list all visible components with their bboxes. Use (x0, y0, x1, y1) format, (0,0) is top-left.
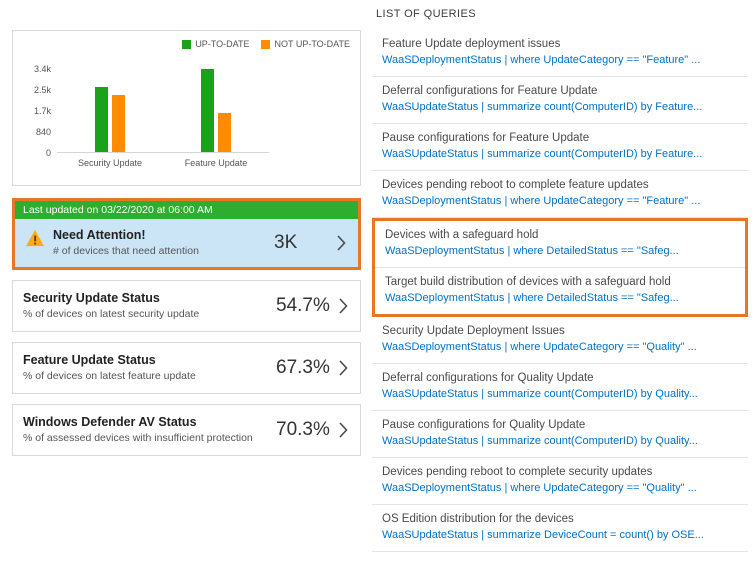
query-link[interactable]: WaaSUpdateStatus | summarize DeviceCount… (382, 529, 704, 541)
bar-category-label: Security Update (77, 158, 143, 168)
query-link[interactable]: WaaSUpdateStatus | summarize count(Compu… (382, 148, 703, 160)
chart-legend: UP-TO-DATE NOT UP-TO-DATE (182, 39, 350, 49)
defender-title: Windows Defender AV Status (23, 415, 197, 429)
query-title: Devices with a safeguard hold (385, 229, 539, 241)
legend-item: NOT UP-TO-DATE (261, 39, 350, 49)
security-update-value: 54.7% (276, 295, 330, 316)
query-link[interactable]: WaaSUpdateStatus | summarize count(Compu… (382, 101, 703, 113)
need-attention-title: Need Attention! (53, 228, 146, 242)
query-list-item[interactable]: Feature Update deployment issues WaaSDepl… (372, 30, 748, 77)
query-link[interactable]: WaaSDeploymentStatus | where DetailedSta… (385, 292, 679, 304)
legend-label: NOT UP-TO-DATE (274, 39, 350, 49)
need-attention-subtitle: # of devices that need attention (53, 245, 199, 257)
security-update-status-tile[interactable]: Security Update Status % of devices on l… (12, 280, 361, 332)
feature-update-title: Feature Update Status (23, 353, 156, 367)
query-link[interactable]: WaaSDeploymentStatus | where DetailedSta… (385, 245, 679, 257)
chart-plot: Security Update Feature Update (57, 65, 269, 168)
query-list-item[interactable]: OS Edition distribution for the devices W… (372, 505, 748, 552)
overview-panel: UP-TO-DATE NOT UP-TO-DATE 3.4k 2.5k 1.7k 840… (12, 30, 361, 456)
bar (112, 95, 125, 152)
bar-group: Feature Update (185, 65, 247, 168)
query-title: Security Update Deployment Issues (382, 325, 565, 337)
tile-text: Windows Defender AV Status % of assessed… (23, 415, 276, 445)
legend-swatch (261, 39, 271, 49)
query-title: OS Edition distribution for the devices (382, 513, 574, 525)
chevron-right-icon (336, 235, 346, 251)
update-status-chart-card: UP-TO-DATE NOT UP-TO-DATE 3.4k 2.5k 1.7k 840… (12, 30, 361, 186)
query-list-item[interactable]: Devices pending reboot to complete featu… (372, 171, 748, 218)
query-highlight-box: Devices with a safeguard hold WaaSDeploym… (372, 218, 748, 317)
query-link[interactable]: WaaSUpdateStatus | summarize count(Compu… (382, 388, 698, 400)
query-link[interactable]: WaaSDeploymentStatus | where UpdateCateg… (382, 341, 697, 353)
tile-text: Need Attention! # of devices that need a… (53, 228, 274, 258)
feature-update-subtitle: % of devices on latest feature update (23, 370, 196, 382)
query-list-item[interactable]: Deferral configurations for Quality Upda… (372, 364, 748, 411)
queries-panel-title: LIST OF QUERIES (376, 8, 476, 20)
query-link[interactable]: WaaSDeploymentStatus | where UpdateCateg… (382, 54, 701, 66)
chart-y-axis: 3.4k 2.5k 1.7k 840 0 (29, 63, 57, 158)
query-title: Deferral configurations for Feature Upda… (382, 85, 598, 97)
chart-body: 3.4k 2.5k 1.7k 840 0 Security Update Feature … (29, 63, 269, 168)
query-title: Feature Update deployment issues (382, 38, 561, 50)
y-tick-label: 840 (35, 126, 51, 137)
security-update-title: Security Update Status (23, 291, 160, 305)
query-link[interactable]: WaaSDeploymentStatus | where UpdateCateg… (382, 195, 701, 207)
feature-update-status-tile[interactable]: Feature Update Status % of devices on la… (12, 342, 361, 394)
last-updated-banner: Last updated on 03/22/2020 at 06:00 AM (15, 201, 358, 219)
chevron-right-icon (338, 422, 348, 438)
query-list-item[interactable]: Pause configurations for Feature Update W… (372, 124, 748, 171)
feature-update-value: 67.3% (276, 357, 330, 378)
last-updated-text: Last updated on 03/22/2020 at 06:00 AM (23, 204, 213, 216)
bar (218, 113, 231, 152)
defender-value: 70.3% (276, 419, 330, 440)
chevron-right-icon (338, 298, 348, 314)
bar (201, 69, 214, 152)
y-tick-label: 0 (45, 148, 51, 158)
warning-icon (25, 229, 45, 247)
y-tick-label: 2.5k (33, 84, 51, 95)
queries-panel: LIST OF QUERIES Feature Update deploymen… (372, 4, 748, 552)
attention-highlight-box: Last updated on 03/22/2020 at 06:00 AM N… (12, 198, 361, 270)
query-title: Pause configurations for Quality Update (382, 419, 586, 431)
query-list-item[interactable]: Deferral configurations for Feature Upda… (372, 77, 748, 124)
query-title: Pause configurations for Feature Update (382, 132, 590, 144)
query-link[interactable]: WaaSUpdateStatus | summarize count(Compu… (382, 435, 698, 447)
windows-defender-av-status-tile[interactable]: Windows Defender AV Status % of assessed… (12, 404, 361, 456)
bar-group: Security Update (78, 65, 142, 168)
query-list: Feature Update deployment issues WaaSDepl… (372, 30, 748, 552)
query-list-item[interactable]: Pause configurations for Quality Update W… (372, 411, 748, 458)
tile-text: Security Update Status % of devices on l… (23, 291, 276, 321)
query-list-item[interactable]: Devices pending reboot to complete secur… (372, 458, 748, 505)
y-tick-label: 1.7k (33, 105, 51, 116)
bar-category-label: Feature Update (184, 158, 248, 168)
legend-label: UP-TO-DATE (195, 39, 250, 49)
defender-subtitle: % of assessed devices with insufficient … (23, 432, 253, 444)
legend-item: UP-TO-DATE (182, 39, 249, 49)
query-title: Devices pending reboot to complete secur… (382, 466, 653, 478)
query-title: Deferral configurations for Quality Upda… (382, 372, 594, 384)
security-update-subtitle: % of devices on latest security update (23, 308, 200, 320)
chevron-right-icon (338, 360, 348, 376)
bar (95, 87, 108, 152)
query-list-item[interactable]: Devices with a safeguard hold WaaSDeploym… (375, 221, 745, 268)
need-attention-tile[interactable]: Need Attention! # of devices that need a… (15, 219, 358, 267)
query-list-item[interactable]: Target build distribution of devices wit… (375, 268, 745, 314)
query-list-item[interactable]: Security Update Deployment Issues WaaSDep… (372, 317, 748, 364)
query-link[interactable]: WaaSDeploymentStatus | where UpdateCateg… (382, 482, 697, 494)
legend-swatch (182, 39, 192, 49)
y-tick-label: 3.4k (33, 63, 51, 74)
query-title: Target build distribution of devices wit… (385, 276, 671, 288)
tile-text: Feature Update Status % of devices on la… (23, 353, 276, 383)
query-title: Devices pending reboot to complete featu… (382, 179, 649, 191)
need-attention-value: 3K (274, 232, 298, 253)
